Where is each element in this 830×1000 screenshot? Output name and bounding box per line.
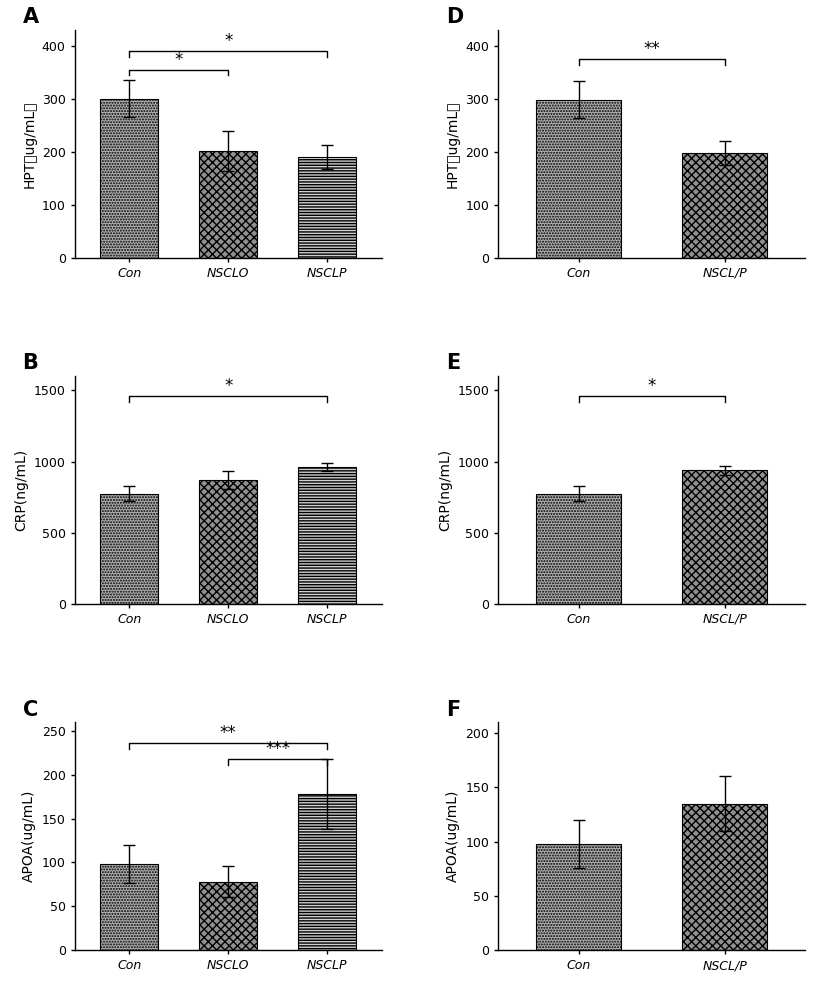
Text: D: D (446, 7, 463, 27)
Y-axis label: HPT（ug/mL）: HPT（ug/mL） (446, 100, 460, 188)
Y-axis label: CRP(ng/mL): CRP(ng/mL) (14, 449, 28, 531)
Text: F: F (446, 700, 461, 720)
Bar (299, 157, 356, 258)
Bar (199, 882, 256, 950)
Bar (299, 794, 356, 950)
Text: *: * (174, 51, 183, 69)
Bar (199, 480, 256, 604)
Bar (536, 844, 621, 950)
Text: C: C (22, 700, 38, 720)
Text: *: * (224, 32, 232, 50)
Text: *: * (224, 377, 232, 395)
Text: **: ** (220, 724, 237, 742)
Y-axis label: CRP(ng/mL): CRP(ng/mL) (437, 449, 452, 531)
Bar (682, 804, 767, 950)
Bar (682, 470, 767, 604)
Y-axis label: HPT（ug/mL）: HPT（ug/mL） (22, 100, 37, 188)
Bar (100, 494, 158, 604)
Text: B: B (22, 353, 38, 373)
Bar (299, 467, 356, 604)
Bar (199, 151, 256, 258)
Text: *: * (647, 377, 656, 395)
Text: A: A (22, 7, 39, 27)
Bar (682, 153, 767, 258)
Y-axis label: APOA(ug/mL): APOA(ug/mL) (446, 790, 460, 882)
Text: ***: *** (265, 740, 290, 758)
Y-axis label: APOA(ug/mL): APOA(ug/mL) (22, 790, 37, 882)
Bar (536, 494, 621, 604)
Text: **: ** (643, 40, 660, 58)
Bar (100, 99, 158, 258)
Text: E: E (446, 353, 461, 373)
Bar (100, 864, 158, 950)
Bar (536, 100, 621, 258)
